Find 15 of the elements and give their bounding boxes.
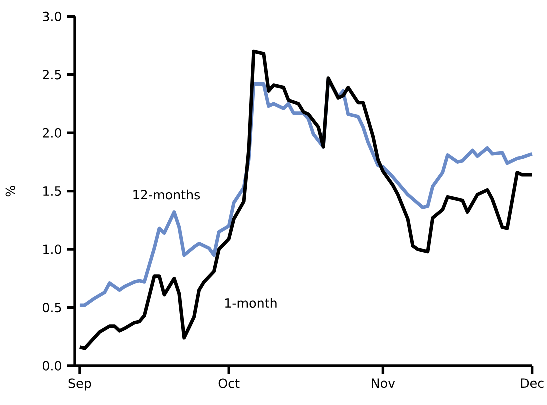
y-tick-label: 2.5 [43,70,62,80]
text: 1-month [226,298,277,308]
x-tick-label: Sep [68,378,92,391]
y-tick-label: 1.0 [44,244,62,254]
y-tick-label: 0.5 [42,302,62,313]
x-tick-label: Nov [372,378,396,388]
y-axis-title: % [6,186,16,197]
line-series [78,50,534,350]
y-tick-label: 3.0 [43,12,62,22]
x-tick-label: Dec [521,378,544,388]
y-tick-label: 2.0 [43,128,62,138]
x-tick-label: Oct [218,378,240,388]
y-tick-label: 1.5 [44,186,62,196]
y-tick-label: 0.0 [42,361,62,371]
series-label: 12-months [134,190,200,200]
